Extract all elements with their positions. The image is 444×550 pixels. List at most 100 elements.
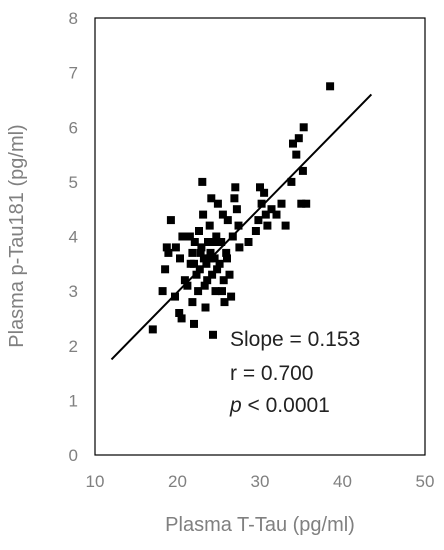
data-point (171, 243, 180, 252)
data-point (218, 210, 227, 219)
data-point (198, 177, 207, 186)
data-point (199, 210, 208, 219)
data-point (183, 281, 192, 290)
data-point (199, 254, 208, 263)
data-point (263, 221, 272, 230)
data-point (298, 166, 307, 175)
plot-frame (94, 17, 426, 456)
y-tick-label: 2 (69, 337, 78, 356)
y-axis-title: Plasma p-Tau181 (pg/ml) (6, 124, 28, 347)
data-point (292, 150, 301, 159)
y-tick-label: 1 (69, 391, 78, 410)
data-point (188, 298, 197, 307)
data-point (289, 139, 297, 148)
data-point (230, 194, 239, 203)
x-tick-label: 40 (333, 472, 352, 491)
fit-line (110, 93, 373, 361)
data-point (207, 194, 216, 203)
data-point (197, 243, 206, 252)
data-point (175, 309, 184, 317)
data-point (210, 254, 219, 263)
data-point (220, 298, 229, 307)
data-point (209, 330, 217, 339)
data-point (232, 205, 241, 214)
data-point (205, 221, 214, 230)
data-point (166, 216, 175, 225)
data-point (200, 281, 209, 290)
data-point (180, 276, 189, 285)
data-point (326, 82, 335, 91)
data-point (158, 287, 167, 296)
data-point (260, 188, 269, 197)
data-point (192, 270, 201, 279)
data-point (190, 238, 199, 246)
data-point (211, 287, 220, 296)
data-point (254, 216, 263, 225)
data-point (185, 232, 194, 241)
data-point (235, 243, 244, 252)
data-point (223, 216, 232, 225)
data-point (251, 227, 260, 235)
data-point (148, 325, 157, 334)
r-annotation: r = 0.700 (230, 362, 313, 385)
data-point (190, 259, 198, 268)
data-point (223, 254, 231, 263)
x-axis-title: Plasma T-Tau (pg/ml) (165, 514, 355, 536)
p-value: < 0.0001 (242, 394, 330, 417)
data-point (209, 238, 218, 246)
p-symbol: p (229, 394, 242, 417)
data-point (244, 238, 253, 246)
data-point (217, 238, 226, 246)
data-point (188, 248, 197, 257)
data-point (227, 292, 236, 301)
data-point (297, 199, 306, 208)
y-tick-label: 8 (69, 9, 78, 28)
data-point (204, 238, 212, 246)
data-point (190, 319, 198, 328)
data-point (277, 199, 286, 208)
y-tick-label: 6 (69, 118, 78, 137)
data-point (302, 199, 311, 208)
data-point (267, 205, 276, 214)
data-point (195, 227, 203, 235)
data-point (208, 270, 217, 279)
data-point (299, 123, 308, 132)
data-point (196, 248, 205, 257)
x-tick-labels: 10 20 30 40 50 (86, 472, 435, 491)
data-point (218, 287, 226, 296)
data-point (225, 270, 234, 279)
y-tick-label: 4 (69, 228, 78, 247)
data-point (201, 303, 210, 312)
data-point (206, 248, 215, 257)
y-tick-label: 5 (69, 173, 78, 192)
data-point (177, 314, 186, 323)
data-point (194, 287, 203, 296)
data-point (203, 276, 212, 285)
data-point (212, 232, 221, 241)
x-tick-label: 30 (251, 472, 270, 491)
data-point (161, 265, 170, 274)
x-tick-label: 20 (168, 472, 187, 491)
data-point (256, 183, 264, 192)
data-point (294, 134, 303, 143)
data-point (287, 177, 296, 186)
x-tick-label: 50 (416, 472, 435, 491)
data-point (257, 199, 266, 208)
data-point (171, 292, 179, 301)
data-point (176, 254, 184, 263)
data-point (164, 248, 173, 257)
data-point (261, 210, 270, 219)
data-point (162, 243, 171, 252)
data-point (213, 199, 222, 208)
data-point (231, 183, 240, 192)
points-layer (148, 82, 335, 339)
data-point (281, 221, 290, 230)
y-tick-label: 0 (69, 446, 78, 465)
y-tick-label: 7 (69, 64, 78, 83)
data-point (178, 232, 187, 241)
p-annotation: p < 0.0001 (229, 394, 330, 417)
slope-annotation: Slope = 0.153 (230, 328, 360, 351)
data-point (215, 259, 224, 268)
data-point (272, 210, 281, 219)
